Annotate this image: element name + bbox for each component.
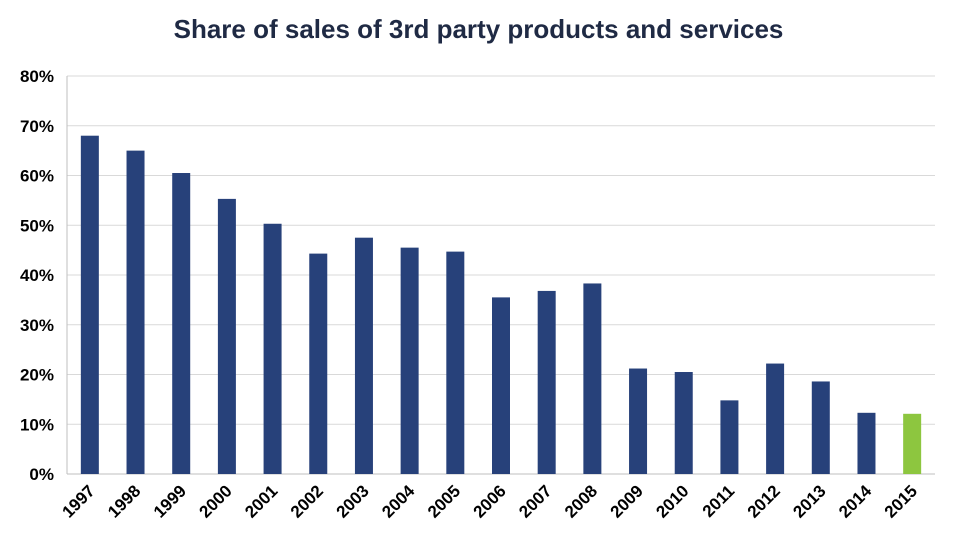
y-tick-label: 40% bbox=[20, 266, 54, 285]
y-tick-label: 50% bbox=[20, 216, 54, 235]
bar-1998 bbox=[126, 150, 145, 474]
bar-2009 bbox=[629, 368, 648, 474]
bar-2003 bbox=[354, 237, 373, 474]
x-tick-label: 1998 bbox=[104, 481, 144, 521]
x-tick-label: 2000 bbox=[196, 481, 236, 521]
x-axis-ticks: 1997 1998 1999 2000 2001 2002 2003 2004 2005 2006… bbox=[58, 481, 920, 522]
x-tick-label: 2012 bbox=[744, 481, 784, 521]
bar-2005 bbox=[446, 251, 465, 474]
y-tick-label: 30% bbox=[20, 316, 54, 335]
y-tick-label: 70% bbox=[20, 117, 54, 136]
bar-2004 bbox=[400, 247, 419, 474]
bar-1997 bbox=[80, 135, 99, 474]
y-tick-label: 80% bbox=[20, 67, 54, 86]
x-tick-label: 2008 bbox=[561, 481, 601, 521]
x-tick-label: 1999 bbox=[150, 481, 190, 521]
x-tick-label: 2013 bbox=[789, 481, 829, 521]
y-tick-label: 60% bbox=[20, 167, 54, 186]
bar-2007 bbox=[537, 290, 556, 474]
chart-title: Share of sales of 3rd party products and… bbox=[173, 14, 784, 44]
bar-2010 bbox=[674, 372, 693, 474]
x-tick-label: 2011 bbox=[699, 481, 739, 521]
y-tick-label: 20% bbox=[20, 366, 54, 385]
x-tick-label: 2009 bbox=[607, 481, 647, 521]
bar-2011 bbox=[720, 400, 739, 474]
bar-2015 bbox=[903, 413, 922, 474]
x-tick-label: 2001 bbox=[241, 481, 281, 521]
bar-2000 bbox=[217, 198, 236, 474]
x-tick-label: 2003 bbox=[333, 481, 373, 521]
bars bbox=[80, 135, 922, 474]
bar-2001 bbox=[263, 223, 282, 474]
y-tick-label: 0% bbox=[29, 465, 54, 484]
x-tick-label: 2015 bbox=[881, 481, 921, 521]
x-tick-label: 2005 bbox=[424, 481, 464, 521]
x-tick-label: 2002 bbox=[287, 481, 327, 521]
bar-1999 bbox=[172, 173, 191, 474]
bar-2002 bbox=[309, 253, 328, 474]
bar-2013 bbox=[811, 381, 830, 474]
bar-2008 bbox=[583, 283, 602, 474]
y-tick-label: 10% bbox=[20, 415, 54, 434]
bar-2006 bbox=[492, 297, 510, 474]
x-tick-label: 2007 bbox=[515, 481, 555, 521]
bar-2012 bbox=[766, 363, 785, 474]
bar-2014 bbox=[857, 412, 876, 474]
x-tick-label: 2010 bbox=[652, 481, 692, 521]
y-axis-ticks: 0% 10% 20% 30% 40% 50% 60% 70% 80% bbox=[20, 67, 54, 484]
x-tick-label: 2014 bbox=[835, 481, 876, 522]
x-tick-label: 1997 bbox=[58, 481, 98, 521]
x-tick-label: 2004 bbox=[378, 481, 419, 522]
x-tick-label: 2006 bbox=[470, 481, 510, 521]
